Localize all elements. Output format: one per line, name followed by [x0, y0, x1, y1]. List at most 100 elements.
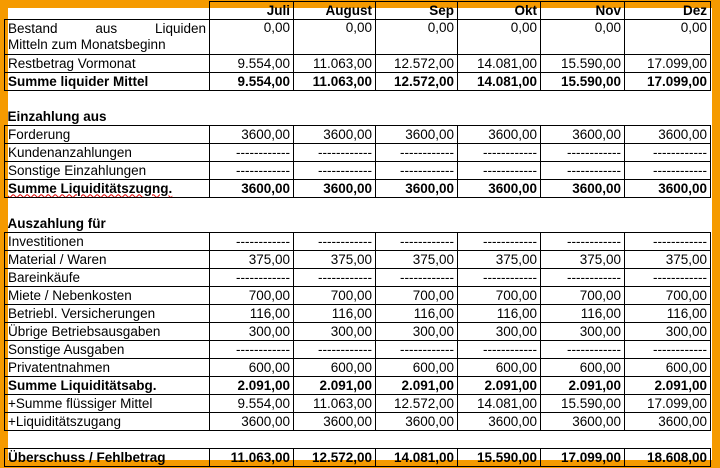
einzahlung-row-value: 3600,00: [540, 125, 625, 144]
auszahlung-row-value: 375,00: [457, 250, 541, 269]
auszahlung-row-value: 116,00: [540, 304, 625, 323]
summe-liquider-row-value: 12.572,00: [375, 72, 458, 91]
blank-row-2-cell: [5, 198, 711, 216]
ueberschuss-row-value: 12.572,00: [293, 448, 376, 467]
plus-zugang-row-value: 3600,00: [209, 412, 294, 431]
ueberschuss-row-value: 14.081,00: [375, 448, 458, 467]
auszahlung-row-label: Privatentnahmen: [4, 358, 210, 377]
einzahlung-row-value: ------------: [375, 161, 458, 180]
auszahlung-row: Bareinkäufe ------------ ------------ -----…: [4, 268, 711, 287]
blank-row-1: [5, 91, 711, 109]
auszahlung-row-value: 116,00: [209, 304, 294, 323]
auszahlung-row-value: 600,00: [293, 358, 376, 377]
auszahlung-row: Investitionen ------------ ------------ ---…: [4, 232, 711, 251]
restbetrag-row: Restbetrag Vormonat 9.554,00 11.063,00 12.5…: [4, 54, 711, 73]
auszahlung-row-value: ------------: [375, 268, 458, 287]
auszahlung-row-label: Übrige Betriebsausgaben: [4, 322, 210, 341]
auszahlung-row-value: ------------: [540, 232, 625, 251]
liquidity-plan-table: Juli August Sep Okt Nov Dez Bestand aus Liquid…: [4, 1, 711, 467]
bestand-label-line2: Mitteln zum Monatsbeginn: [8, 37, 166, 52]
bestand-value: 0,00: [540, 19, 625, 55]
auszahlung-row-value: 300,00: [624, 322, 711, 341]
summe-abgang-row-value: 2.091,00: [540, 376, 625, 395]
plus-zugang-row: +Liquiditätszugang 3600,00 3600,00 3600,00 3…: [4, 412, 711, 431]
auszahlung-row-value: 600,00: [624, 358, 711, 377]
einzahlung-row-value: 3600,00: [375, 125, 458, 144]
einzahlung-row-label: Sonstige Einzahlungen: [4, 161, 210, 180]
auszahlung-row-value: 116,00: [293, 304, 376, 323]
plus-summe-row-label: +Summe flüssiger Mittel: [4, 394, 210, 413]
ueberschuss-row: Überschuss / Fehlbetrag 11.063,00 12.572,0…: [4, 448, 711, 467]
header-corner: [4, 1, 210, 20]
auszahlung-row-value: 600,00: [457, 358, 541, 377]
einzahlung-row-value: 3600,00: [209, 125, 294, 144]
auszahlung-row-value: ------------: [457, 268, 541, 287]
plus-summe-row: +Summe flüssiger Mittel 9.554,00 11.063,00…: [4, 394, 711, 413]
ueberschuss-row-value: 18.608,00: [624, 448, 711, 467]
auszahlung-section: Auszahlung für: [5, 215, 711, 233]
plus-summe-row-value: 17.099,00: [624, 394, 711, 413]
ueberschuss-row-value: 15.590,00: [457, 448, 541, 467]
summe-zugang-row-value: 3600,00: [209, 179, 294, 198]
auszahlung-row-value: ------------: [540, 268, 625, 287]
summe-abgang-row: Summe Liquiditätsabg. 2.091,00 2.091,00 2.0…: [4, 376, 711, 395]
summe-liquider-row-value: 17.099,00: [624, 72, 711, 91]
summe-zugang-row-label: Summe Liquiditätszugng.: [4, 179, 210, 198]
summe-liquider-row-label: Summe liquider Mittel: [4, 72, 210, 91]
summe-liquider-row-value: 9.554,00: [209, 72, 294, 91]
auszahlung-row-label: Betriebl. Versicherungen: [4, 304, 210, 323]
restbetrag-row-value: 9.554,00: [209, 54, 294, 73]
summe-abgang-row-value: 2.091,00: [209, 376, 294, 395]
month-header: August: [293, 1, 376, 20]
einzahlung-row-value: ------------: [457, 161, 541, 180]
summe-abgang-row-value: 2.091,00: [293, 376, 376, 395]
auszahlung-row-value: 375,00: [209, 250, 294, 269]
bestand-label-line1: Bestand aus Liquiden: [8, 21, 206, 36]
auszahlung-row-value: 116,00: [375, 304, 458, 323]
auszahlung-row-value: ------------: [375, 340, 458, 359]
auszahlung-row-value: 116,00: [624, 304, 711, 323]
auszahlung-row-value: 700,00: [375, 286, 458, 305]
auszahlung-row-label: Sonstige Ausgaben: [4, 340, 210, 359]
plus-summe-row-value: 11.063,00: [293, 394, 376, 413]
summe-zugang-row: Summe Liquiditätszugng. 3600,00 3600,00 360…: [4, 179, 711, 198]
auszahlung-row-value: 600,00: [375, 358, 458, 377]
auszahlung-row-value: ------------: [209, 340, 294, 359]
restbetrag-row-value: 11.063,00: [293, 54, 376, 73]
auszahlung-row-value: 600,00: [209, 358, 294, 377]
plus-summe-row-value: 12.572,00: [375, 394, 458, 413]
einzahlung-row-value: ------------: [624, 161, 711, 180]
auszahlung-row-value: ------------: [293, 268, 376, 287]
month-header: Nov: [540, 1, 625, 20]
auszahlung-row-value: 700,00: [209, 286, 294, 305]
plus-zugang-row-value: 3600,00: [457, 412, 541, 431]
ueberschuss-row-value: 17.099,00: [540, 448, 625, 467]
auszahlung-row-value: 700,00: [540, 286, 625, 305]
auszahlung-row: Material / Waren 375,00 375,00 375,00 375,00…: [4, 250, 711, 269]
plus-zugang-row-value: 3600,00: [624, 412, 711, 431]
auszahlung-row-value: ------------: [457, 340, 541, 359]
auszahlung-row-value: ------------: [293, 340, 376, 359]
summe-zugang-row-value: 3600,00: [540, 179, 625, 198]
auszahlung-row-value: ------------: [209, 232, 294, 251]
bestand-value: 0,00: [624, 19, 711, 55]
header-row: Juli August Sep Okt Nov Dez: [4, 1, 711, 20]
auszahlung-row: Miete / Nebenkosten 700,00 700,00 700,00 700…: [4, 286, 711, 305]
auszahlung-row-value: 375,00: [293, 250, 376, 269]
auszahlung-row-value: 375,00: [375, 250, 458, 269]
summe-zugang-row-value: 3600,00: [375, 179, 458, 198]
einzahlung-row-value: ------------: [375, 143, 458, 162]
plus-summe-row-value: 14.081,00: [457, 394, 541, 413]
einzahlung-row-label: Forderung: [4, 125, 210, 144]
bestand-value: 0,00: [209, 19, 294, 55]
auszahlung-row-value: 300,00: [375, 322, 458, 341]
summe-zugang-row-value: 3600,00: [293, 179, 376, 198]
einzahlung-row: Sonstige Einzahlungen ------------ -------…: [4, 161, 711, 180]
auszahlung-row-value: ------------: [209, 268, 294, 287]
auszahlung-row-value: ------------: [624, 340, 711, 359]
summe-zugang-row-value: 3600,00: [457, 179, 541, 198]
summe-abgang-row-value: 2.091,00: [457, 376, 541, 395]
summe-abgang-row-value: 2.091,00: [375, 376, 458, 395]
einzahlung-row: Forderung 3600,00 3600,00 3600,00 3600,00 360…: [4, 125, 711, 144]
einzahlung-row-value: ------------: [209, 161, 294, 180]
